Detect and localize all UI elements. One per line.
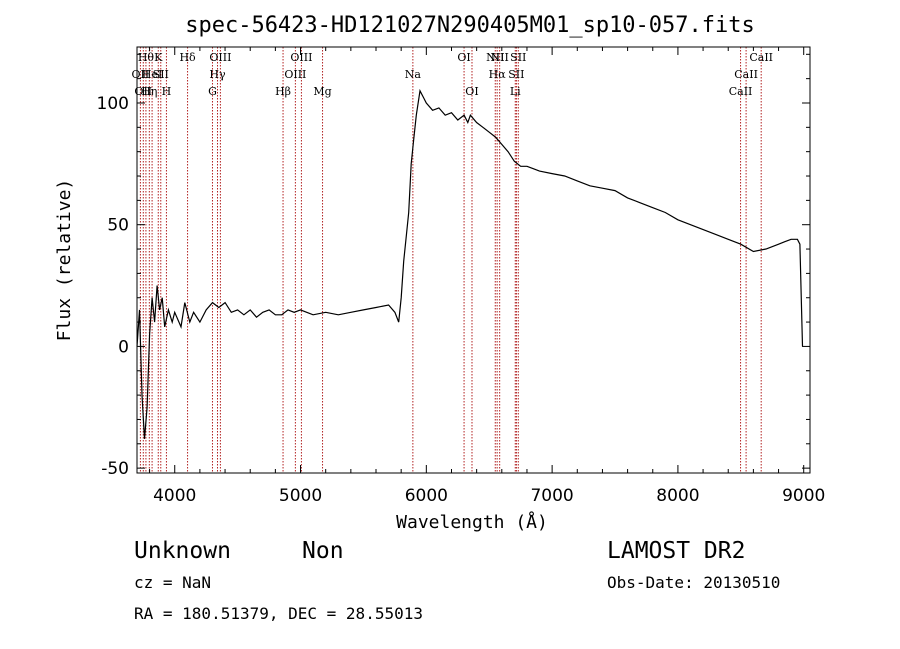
x-tick-label: 6000 — [405, 486, 448, 506]
line-label: NII — [491, 51, 509, 64]
line-label: Hα — [489, 68, 507, 81]
line-label: G — [208, 85, 217, 98]
line-label: Li — [510, 85, 521, 98]
line-label: OI — [465, 85, 478, 98]
x-tick-label: 5000 — [279, 486, 322, 506]
x-tick-label: 7000 — [530, 486, 573, 506]
object-class: Non — [302, 538, 344, 564]
x-tick-label: 4000 — [153, 486, 196, 506]
line-label: SII — [153, 68, 169, 81]
line-label: OII — [132, 68, 150, 81]
y-tick-label: -50 — [101, 459, 129, 479]
line-label: CaII — [734, 68, 758, 81]
line-label: Hθ — [138, 51, 155, 64]
line-label: SII — [508, 68, 524, 81]
line-label: OII — [134, 85, 152, 98]
spectrum-series-line — [136, 88, 804, 439]
y-tick-label: 100 — [97, 94, 129, 114]
line-label: K — [154, 51, 163, 64]
x-axis: 4000 5000 6000 7000 8000 9000 — [149, 47, 825, 506]
line-label: Hβ — [275, 85, 291, 98]
line-label: Hδ — [179, 51, 196, 64]
y-axis: -50 0 50 100 — [97, 53, 810, 479]
line-label: SII — [510, 51, 526, 64]
line-label: NII — [486, 51, 504, 64]
survey-label: LAMOST DR2 — [607, 538, 746, 564]
x-tick-label: 9000 — [782, 486, 825, 506]
line-label: OI — [457, 51, 470, 64]
spectral-line-markers — [139, 47, 762, 473]
line-label: HeI — [142, 68, 162, 81]
line-label: Mg — [313, 85, 331, 98]
plot-frame — [136, 46, 811, 474]
y-tick-label: 50 — [107, 216, 129, 236]
line-label: H — [162, 85, 172, 98]
line-label: Hγ — [209, 68, 226, 81]
line-label: Hη — [141, 85, 157, 98]
line-label: OIII — [284, 68, 306, 81]
spectral-line-labels: OII OII Hθ Hη HeI K SII H Hδ G Hγ OIII Hβ OIII OIII Mg N… — [132, 51, 773, 98]
coordinates-text: RA = 180.51379, DEC = 28.55013 — [134, 604, 423, 623]
line-label: CaII — [749, 51, 773, 64]
y-axis-label: Flux (relative) — [54, 179, 75, 342]
line-label: CaII — [729, 85, 753, 98]
redshift-text: cz = NaN — [134, 573, 212, 592]
object-name: Unknown — [134, 538, 231, 564]
chart-title: spec-56423-HD121027N290405M01_sp10-057.f… — [185, 13, 755, 38]
x-axis-label: Wavelength (Å) — [396, 511, 548, 533]
line-label: OIII — [290, 51, 312, 64]
x-tick-label: 8000 — [656, 486, 699, 506]
line-label: OIII — [209, 51, 231, 64]
obs-date-text: Obs-Date: 20130510 — [607, 573, 781, 592]
y-tick-label: 0 — [118, 337, 129, 357]
line-label: Na — [405, 68, 422, 81]
